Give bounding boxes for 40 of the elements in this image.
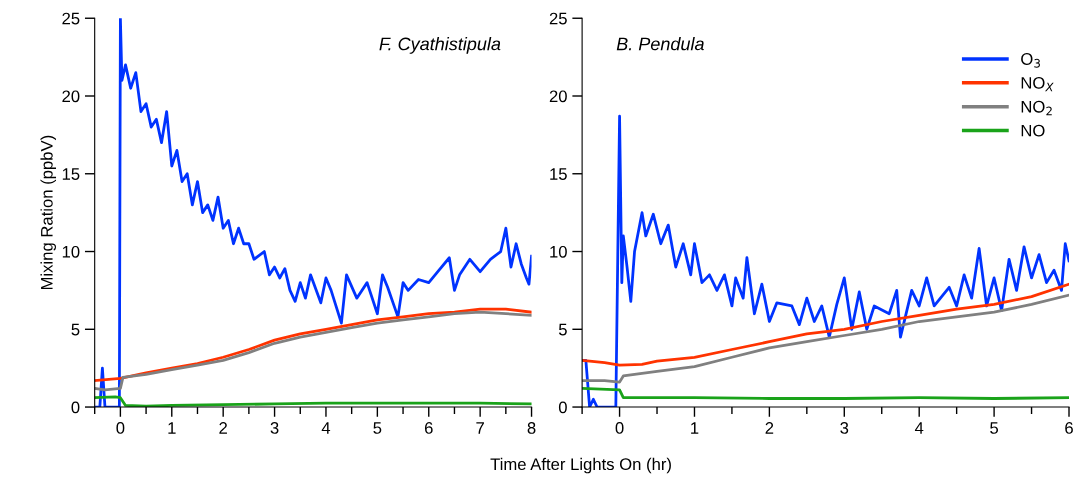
- legend-label: O$_{3}$: [1021, 53, 1040, 68]
- y-tick-label: 10: [550, 245, 567, 258]
- annotation: F. Cyathistipula: [379, 37, 501, 54]
- x-tick-label: 4: [321, 422, 331, 434]
- legend-label: NO: [1021, 124, 1045, 137]
- y-tick-label: 25: [62, 12, 80, 25]
- x-tick-label: 1: [168, 422, 176, 434]
- x-tick-label: 2: [765, 422, 774, 434]
- x-tick-label: 6: [1065, 422, 1073, 434]
- y-tick-label: 15: [550, 168, 567, 180]
- x-tick-label: 3: [270, 422, 279, 434]
- x-tick-label: 7: [476, 422, 484, 434]
- legend-label: NO$_{X}$: [1021, 76, 1054, 92]
- x-tick-label: 1: [691, 422, 699, 434]
- y-axis-title: Mixing Ration (ppbV): [40, 135, 57, 290]
- line-series: [582, 282, 1070, 367]
- x-tick-label: 0: [615, 422, 624, 434]
- y-tick-label: 5: [558, 323, 567, 336]
- x-tick-label: 4: [914, 422, 924, 434]
- y-tick-label: 0: [558, 401, 567, 414]
- x-axis-title: Time After Lights On (hr): [490, 457, 671, 474]
- y-tick-label: 25: [549, 12, 567, 25]
- y-tick-label: 5: [71, 323, 80, 336]
- x-tick-label: 8: [527, 422, 536, 434]
- line-series: [94, 310, 532, 392]
- line-series: [582, 293, 1070, 384]
- legend-label: NO$_{2}$: [1021, 100, 1052, 116]
- x-tick-label: 3: [840, 422, 849, 434]
- line-series: [582, 386, 1070, 400]
- y-tick-label: 15: [62, 168, 80, 180]
- y-tick-label: 20: [549, 90, 567, 103]
- x-tick-label: 2: [219, 422, 227, 434]
- x-tick-label: 0: [116, 422, 125, 434]
- x-tick-label: 6: [424, 422, 433, 434]
- y-tick-label: 20: [62, 90, 80, 103]
- y-tick-label: 0: [71, 401, 80, 414]
- annotation: B. Pendula: [616, 37, 704, 51]
- y-tick-label: 10: [62, 245, 80, 258]
- x-tick-label: 5: [990, 422, 999, 434]
- x-tick-label: 5: [373, 422, 382, 434]
